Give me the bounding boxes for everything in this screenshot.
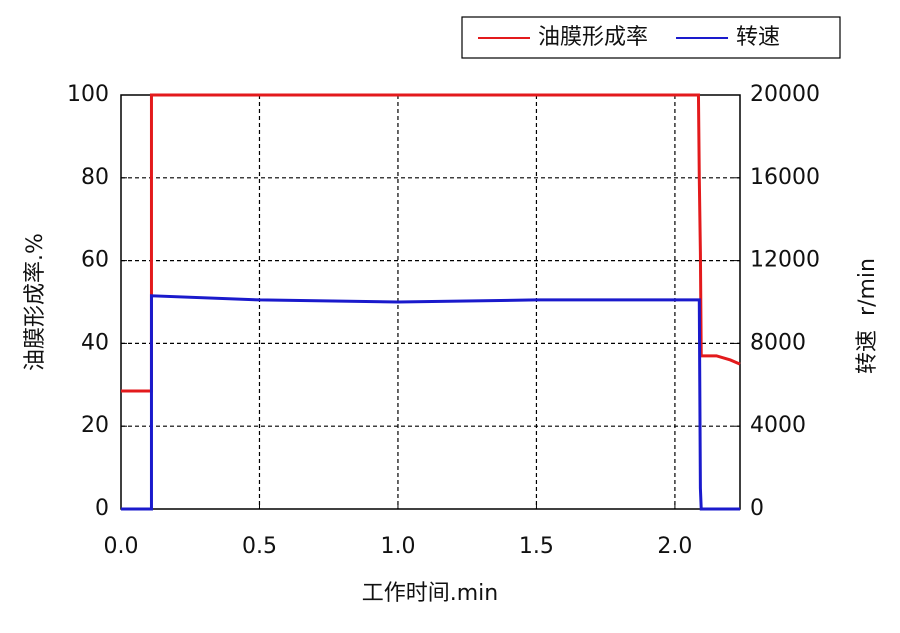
y-axis-label: 油膜形成率.% — [23, 233, 48, 371]
y-tick-label: 80 — [81, 165, 109, 190]
y2-tick-label: 8000 — [750, 330, 806, 355]
y2-tick-label: 16000 — [750, 165, 820, 190]
y-tick-label: 0 — [95, 496, 109, 521]
y2-tick-label: 0 — [750, 496, 764, 521]
y-tick-label: 100 — [67, 82, 109, 107]
y2-tick-label: 4000 — [750, 413, 806, 438]
y2-tick-label: 12000 — [750, 248, 820, 273]
legend-label: 油膜形成率 — [538, 25, 648, 50]
y-tick-label: 60 — [81, 248, 109, 273]
legend-label: 转速 — [736, 25, 780, 50]
y-tick-label: 20 — [81, 413, 109, 438]
y2-axis-label: 转速 r/min — [855, 258, 880, 374]
x-tick-label: 0.0 — [104, 534, 139, 559]
series-line — [121, 294, 740, 511]
x-tick-label: 0.5 — [242, 534, 277, 559]
x-tick-label: 1.0 — [380, 534, 415, 559]
y2-tick-label: 20000 — [750, 82, 820, 107]
x-tick-label: 2.0 — [657, 534, 692, 559]
x-axis-label: 工作时间.min — [362, 581, 498, 606]
y-tick-label: 40 — [81, 330, 109, 355]
x-tick-label: 1.5 — [519, 534, 554, 559]
series-line — [121, 93, 741, 393]
